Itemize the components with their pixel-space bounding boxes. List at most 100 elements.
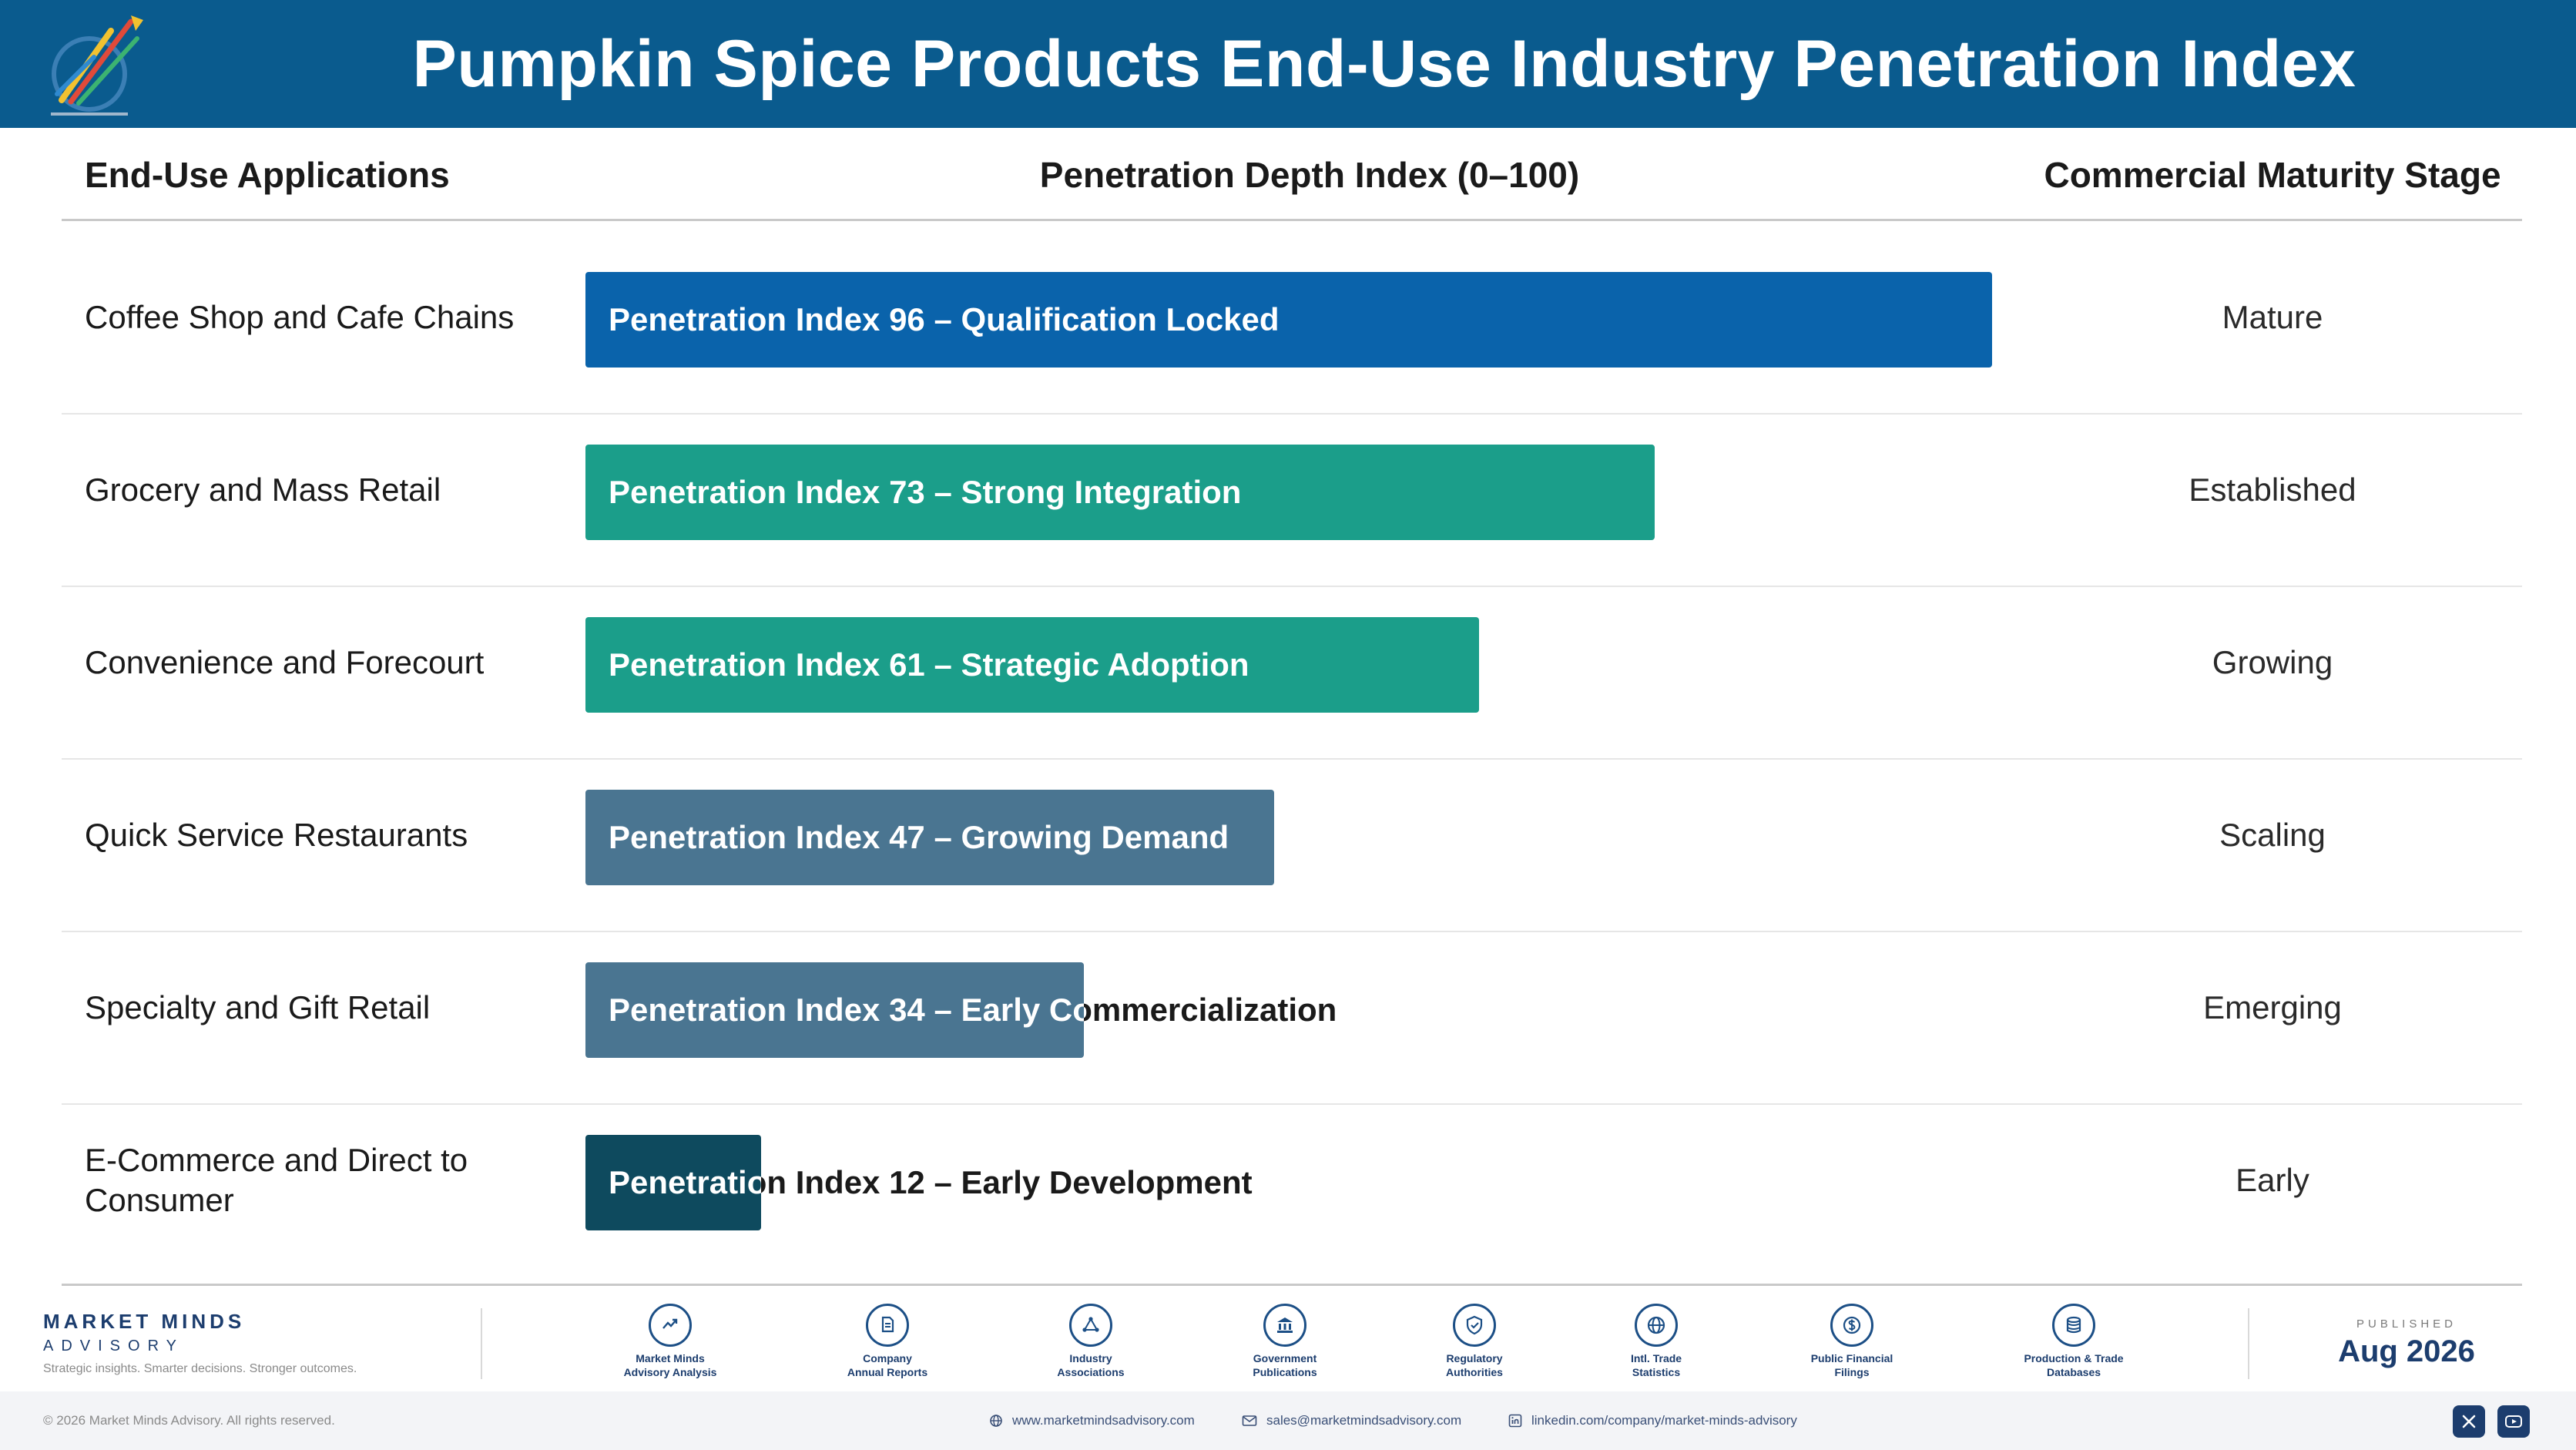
source-label-line2: Annual Reports [847, 1366, 928, 1378]
bar-data-label: Penetration Index 12 – Early Development [609, 1135, 1253, 1230]
bar-data-label: Penetration Index 61 – Strategic Adoptio… [609, 617, 1249, 713]
source-label-line2: Filings [1834, 1366, 1870, 1378]
copyright-text: © 2026 Market Minds Advisory. All rights… [43, 1413, 335, 1428]
bar-data-label: Penetration Index 96 – Qualification Loc… [609, 272, 1280, 368]
published-date: Aug 2026 [2338, 1334, 2475, 1368]
source-label-line1: Intl. Trade [1630, 1352, 1682, 1364]
source-label-line1: Production & Trade [2024, 1352, 2124, 1364]
document-icon [866, 1304, 909, 1347]
category-label: Specialty and Gift Retail [85, 989, 431, 1025]
penetration-bar [585, 617, 1479, 713]
mail-icon [1242, 1415, 1257, 1426]
chart-row: Coffee Shop and Cafe Chains Penetration I… [62, 231, 2522, 404]
website-text: www.marketmindsadvisory.com [1012, 1413, 1195, 1428]
source-item: Government Publications [1208, 1304, 1362, 1379]
chart-row: E-Commerce and Direct to Consumer Penetra… [62, 1094, 2522, 1267]
chart-trend-icon [649, 1304, 692, 1347]
source-label-line1: Regulatory [1446, 1352, 1503, 1364]
row-divider [62, 413, 2522, 415]
source-label-line1: Public Financial [1810, 1352, 1893, 1364]
penetration-bar [585, 962, 1084, 1058]
source-item: Intl. Trade Statistics [1579, 1304, 1733, 1379]
footer-separator [481, 1308, 482, 1379]
source-label-line2: Databases [2046, 1366, 2101, 1378]
published-label: PUBLISHED [2356, 1317, 2457, 1331]
column-header-depth: Penetration Depth Index (0–100) [1039, 155, 1580, 195]
source-label: Regulatory Authorities [1397, 1351, 1551, 1379]
company-logo-icon [51, 15, 143, 116]
government-building-icon [1263, 1304, 1306, 1347]
row-divider [62, 1103, 2522, 1105]
penetration-bar [585, 790, 1274, 885]
website-link[interactable]: www.marketmindsadvisory.com [989, 1391, 1195, 1450]
bar-data-label: Penetration Index 34 – Early Commerciali… [609, 962, 1337, 1058]
header-divider [62, 219, 2522, 221]
chart-row: Specialty and Gift Retail Penetration Ind… [62, 921, 2522, 1094]
source-label-line2: Advisory Analysis [623, 1366, 717, 1378]
brand-tagline: Strategic insights. Smarter decisions. S… [43, 1362, 357, 1375]
maturity-stage: Scaling [2219, 817, 2326, 853]
globe-icon [990, 1415, 1002, 1427]
penetration-bar [585, 445, 1655, 540]
brand-name: MARKET MINDS [43, 1310, 246, 1333]
linkedin-link[interactable]: linkedin.com/company/market-minds-adviso… [1508, 1391, 1797, 1450]
source-item: Regulatory Authorities [1397, 1304, 1551, 1379]
chart-row: Grocery and Mass Retail Penetration Index… [62, 404, 2522, 576]
maturity-stage: Established [2189, 472, 2356, 508]
penetration-bar [585, 272, 1992, 368]
category-label: Convenience and Forecourt [85, 644, 485, 680]
footer: MARKET MINDS ADVISORY Strategic insights… [0, 1294, 2576, 1390]
row-divider [62, 931, 2522, 932]
source-label: Public Financial Filings [1775, 1351, 1929, 1379]
x-logo-icon [2462, 1415, 2476, 1428]
column-header-stage: Commercial Maturity Stage [2044, 155, 2501, 195]
source-label-line1: Company [863, 1352, 912, 1364]
linkedin-text: linkedin.com/company/market-minds-adviso… [1531, 1413, 1797, 1428]
source-item: Industry Associations [1014, 1304, 1168, 1379]
source-label: Production & Trade Databases [1997, 1351, 2151, 1379]
source-label: Company Annual Reports [810, 1351, 964, 1379]
footer-separator [2248, 1308, 2249, 1379]
footer-divider [62, 1284, 2522, 1286]
globe-icon [1635, 1304, 1678, 1347]
source-label-line1: Industry [1069, 1352, 1112, 1364]
shield-check-icon [1453, 1304, 1496, 1347]
network-icon [1069, 1304, 1112, 1347]
maturity-stage: Early [2236, 1162, 2309, 1198]
database-icon [2052, 1304, 2095, 1347]
linkedin-icon [1508, 1414, 1522, 1428]
source-item: Company Annual Reports [810, 1304, 964, 1379]
dollar-coin-icon [1830, 1304, 1873, 1347]
x-social-button[interactable] [2453, 1405, 2485, 1438]
category-label: Grocery and Mass Retail [85, 472, 441, 508]
maturity-stage: Emerging [2203, 989, 2342, 1025]
category-label: Coffee Shop and Cafe Chains [85, 299, 515, 335]
page-title: Pumpkin Spice Products End-Use Industry … [412, 27, 2356, 101]
penetration-bar [585, 1135, 761, 1230]
email-text: sales@marketmindsadvisory.com [1266, 1413, 1462, 1428]
source-label-line1: Market Minds [636, 1352, 705, 1364]
bar-data-label: Penetration Index 73 – Strong Integratio… [609, 445, 1241, 540]
maturity-stage: Mature [2222, 299, 2323, 335]
source-item: Public Financial Filings [1775, 1304, 1929, 1379]
source-label-line2: Statistics [1632, 1366, 1681, 1378]
source-label: Intl. Trade Statistics [1579, 1351, 1733, 1379]
category-label: Quick Service Restaurants [85, 817, 468, 853]
email-link[interactable]: sales@marketmindsadvisory.com [1242, 1391, 1461, 1450]
source-label: Market Minds Advisory Analysis [593, 1351, 747, 1379]
source-item: Production & Trade Databases [1997, 1304, 2151, 1379]
page-header: Pumpkin Spice Products End-Use Industry … [0, 0, 2576, 128]
source-label-line2: Publications [1253, 1366, 1317, 1378]
bar-data-label: Penetration Index 47 – Growing Demand [609, 790, 1229, 885]
source-label-line2: Authorities [1446, 1366, 1503, 1378]
source-item: Market Minds Advisory Analysis [593, 1304, 747, 1379]
youtube-social-button[interactable] [2497, 1405, 2530, 1438]
chart-row: Quick Service Restaurants Penetration Ind… [62, 749, 2522, 921]
row-divider [62, 758, 2522, 760]
chart-row: Convenience and Forecourt Penetration Ind… [62, 576, 2522, 749]
category-label: E-Commerce and Direct to Consumer [85, 1142, 468, 1218]
youtube-icon [2505, 1415, 2522, 1428]
maturity-stage: Growing [2212, 644, 2333, 680]
brand-subtitle: ADVISORY [43, 1338, 184, 1354]
column-header-applications: End-Use Applications [85, 155, 450, 195]
